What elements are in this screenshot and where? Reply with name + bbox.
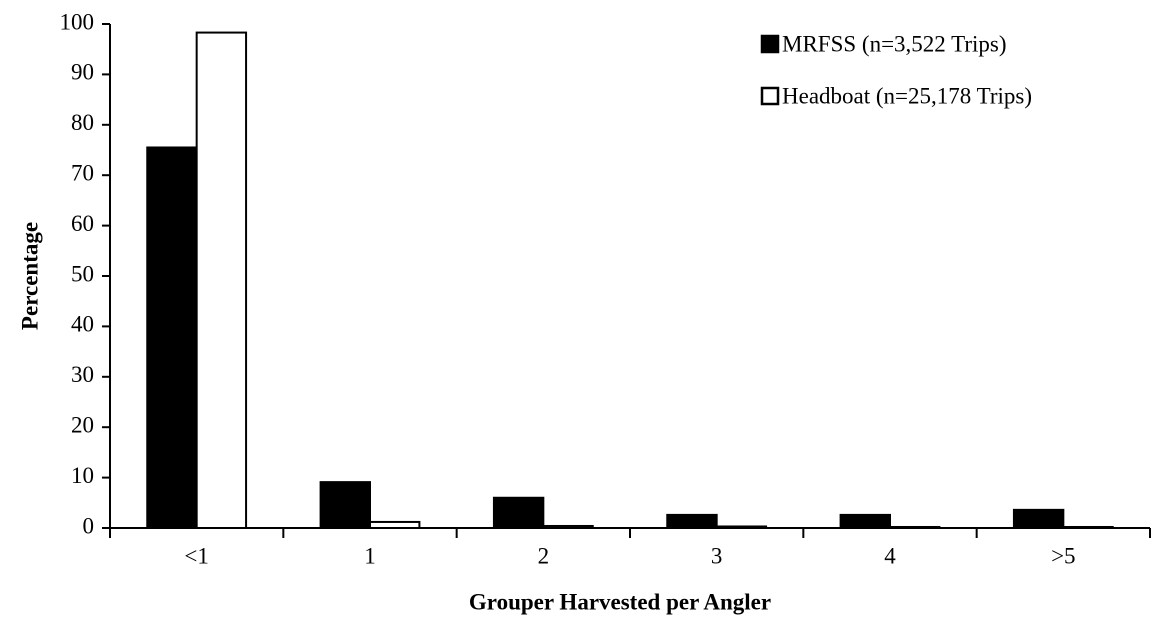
x-tick-label: >5: [1051, 543, 1075, 568]
x-tick-label: <1: [184, 543, 208, 568]
bar: [839, 513, 891, 529]
x-axis-label: Grouper Harvested per Angler: [469, 589, 771, 614]
y-tick-label: 50: [71, 261, 94, 286]
x-tick-label: 3: [711, 543, 723, 568]
y-tick-label: 70: [71, 160, 94, 185]
bar: [666, 513, 718, 529]
x-tick-label: 1: [364, 543, 376, 568]
legend-swatch: [760, 34, 780, 54]
bar: [319, 481, 372, 529]
y-tick-label: 60: [71, 211, 94, 236]
legend-label: Headboat (n=25,178 Trips): [782, 83, 1032, 108]
x-tick-label: 2: [538, 543, 550, 568]
bar: [1012, 508, 1065, 529]
y-axis-label: Percentage: [17, 222, 42, 330]
y-tick-label: 40: [71, 312, 94, 337]
bar: [146, 146, 198, 529]
bar: [492, 496, 545, 530]
legend-swatch: [760, 86, 780, 106]
y-tick-label: 100: [60, 9, 95, 34]
y-tick-label: 10: [71, 463, 94, 488]
y-tick-label: 30: [71, 362, 94, 387]
x-tick-label: 4: [884, 543, 896, 568]
y-tick-label: 20: [71, 412, 94, 437]
y-tick-label: 0: [83, 513, 95, 538]
y-tick-label: 90: [71, 60, 94, 85]
bar: [195, 31, 248, 530]
y-tick-label: 80: [71, 110, 94, 135]
legend-label: MRFSS (n=3,522 Trips): [782, 31, 1007, 56]
